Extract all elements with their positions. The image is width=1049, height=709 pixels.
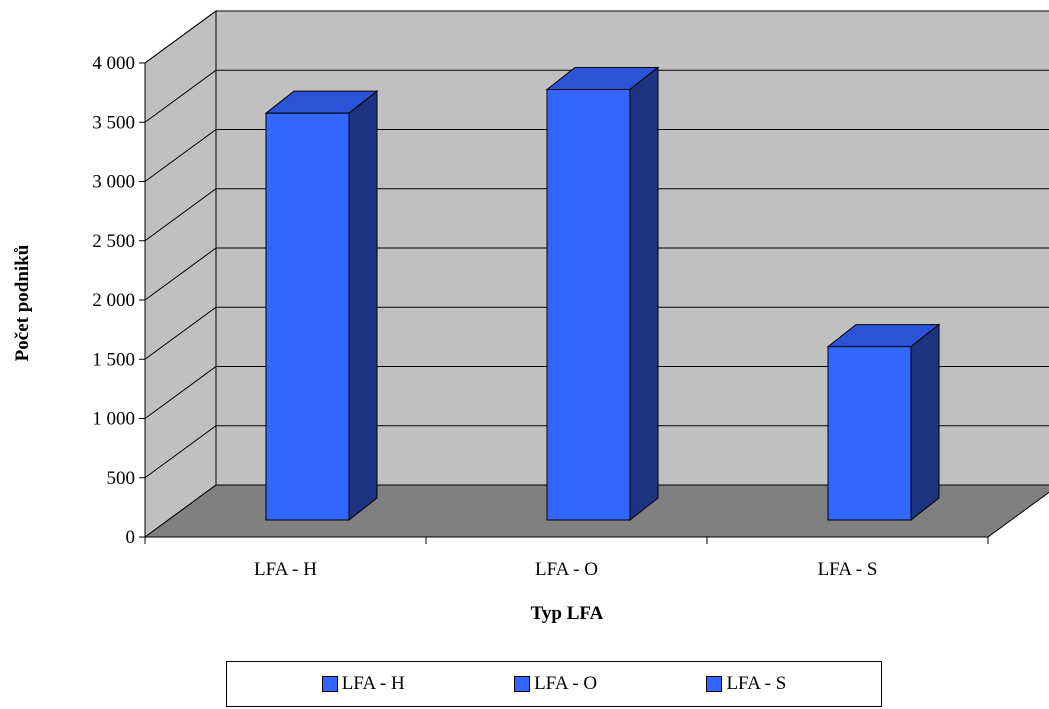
gridline: [144, 188, 1049, 242]
bar-side: [629, 66, 659, 522]
x-tick-label: LFA - H: [254, 559, 317, 580]
gridline: [144, 129, 1049, 182]
x-tick-label: LFA - O: [535, 559, 598, 580]
legend-label: LFA - S: [726, 673, 787, 694]
legend-label: LFA - H: [341, 673, 405, 694]
x-axis-title: Typ LFA: [531, 603, 604, 624]
bar: [264, 90, 379, 522]
y-tick-label: 4 000: [92, 53, 135, 74]
x-tick-labels: LFA - H LFA - O LFA - S: [254, 559, 877, 580]
y-tick-label: 3 000: [92, 172, 135, 193]
y-tick-label: 1 000: [92, 409, 135, 430]
y-tick-label: 2 000: [92, 290, 135, 311]
y-tick-label: 500: [107, 468, 136, 489]
y-tick-label: 3 500: [92, 112, 135, 133]
bar-side: [910, 323, 940, 522]
bar-front: [546, 88, 631, 521]
y-tick-label: 1 500: [92, 349, 135, 370]
legend-item-lfa-h: LFA - H: [321, 673, 405, 695]
gridline: [144, 366, 1049, 419]
x-tick-label: LFA - S: [818, 559, 878, 580]
bars: [264, 66, 941, 522]
gridline: [144, 425, 1049, 479]
gridlines: [144, 10, 1049, 479]
legend: LFA - H LFA - O LFA - S: [226, 661, 882, 707]
legend-swatch-icon: [706, 676, 723, 692]
gridline: [144, 247, 1049, 301]
y-tick-label: 0: [126, 527, 136, 548]
legend-label: LFA - O: [534, 673, 598, 694]
bar: [826, 323, 941, 522]
legend-item-lfa-o: LFA - O: [514, 673, 597, 695]
gridline: [144, 69, 1049, 123]
legend-swatch-icon: [514, 676, 531, 692]
bar-front: [265, 112, 350, 521]
bar-front: [827, 346, 912, 521]
bar: [545, 66, 660, 522]
y-tick-label: 2 500: [92, 231, 135, 252]
axes: [139, 62, 989, 544]
y-axis-title: Počet podniků: [12, 244, 33, 361]
y-tick-labels: 0 500 1 000 1 500 2 000 2 500 3 000 3 500 4 000: [92, 53, 135, 548]
legend-item-lfa-s: LFA - S: [706, 673, 786, 695]
legend-swatch-icon: [321, 676, 338, 692]
bar-side: [348, 90, 378, 522]
gridline: [144, 10, 1049, 64]
gridline: [144, 306, 1049, 360]
